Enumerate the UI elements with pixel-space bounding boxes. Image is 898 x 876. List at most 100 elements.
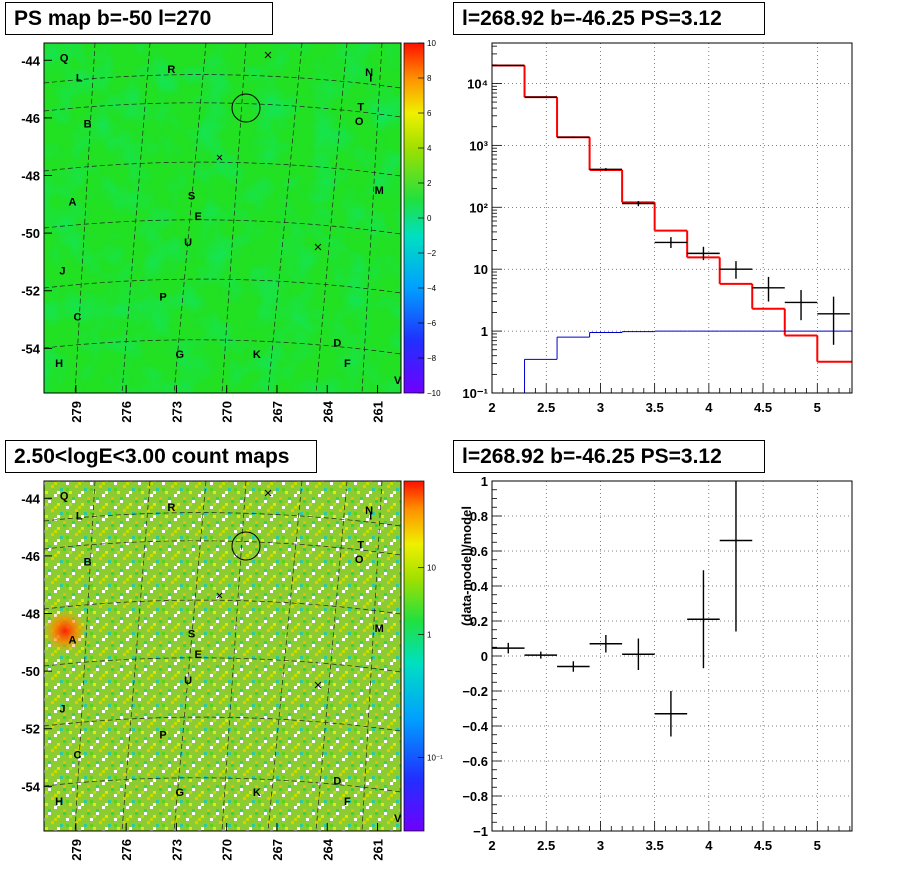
data-point bbox=[589, 168, 623, 171]
y-tick-label: 1 bbox=[481, 476, 488, 489]
y-tick-label: 0.4 bbox=[470, 579, 489, 594]
count-map-title: 2.50<logE<3.00 count maps bbox=[5, 440, 317, 473]
lon-tick-label: 261 bbox=[371, 839, 386, 861]
lat-tick-label: -44 bbox=[21, 491, 41, 506]
ps-map-title: PS map b=-50 l=270 bbox=[5, 2, 273, 35]
y-tick-label: −1 bbox=[473, 824, 488, 839]
x-tick-label: 4.5 bbox=[754, 838, 772, 853]
y-tick-label: 0.8 bbox=[470, 509, 488, 524]
map-label-h: H bbox=[55, 796, 63, 808]
map-label-o: O bbox=[355, 554, 364, 566]
y-tick-label: 0.2 bbox=[470, 614, 488, 629]
map-label-e: E bbox=[195, 211, 202, 223]
lon-tick-label: 270 bbox=[220, 401, 235, 423]
map-label-b: B bbox=[84, 557, 92, 569]
y-axis-label: (data-model)/model bbox=[459, 506, 474, 626]
data-point bbox=[557, 136, 590, 139]
data-point bbox=[687, 246, 720, 261]
x-tick-label: 5 bbox=[814, 838, 821, 853]
data-point bbox=[524, 96, 558, 98]
ps-map-markers bbox=[216, 51, 322, 251]
x-tick-label: 3 bbox=[597, 400, 604, 415]
colorbar-tick-label: −10 bbox=[427, 389, 441, 398]
x-tick-label: 2 bbox=[488, 400, 495, 415]
y-tick-label: 0.6 bbox=[470, 544, 488, 559]
y-tick-label: 1 bbox=[481, 324, 488, 339]
map-label-k: K bbox=[253, 349, 261, 361]
ps-map-graticule bbox=[43, 42, 402, 394]
map-label-u: U bbox=[184, 237, 192, 249]
map-label-f: F bbox=[344, 796, 351, 808]
x-tick-label: 4 bbox=[705, 838, 713, 853]
data-point bbox=[719, 261, 753, 279]
map-label-l: L bbox=[76, 511, 83, 523]
count-map-colorbar bbox=[403, 480, 425, 832]
map-label-e: E bbox=[195, 649, 202, 661]
lat-tick-label: -50 bbox=[21, 664, 40, 679]
lon-tick-label: 264 bbox=[320, 400, 335, 422]
y-tick-label: 10⁻¹ bbox=[462, 386, 488, 401]
map-label-c: C bbox=[74, 750, 82, 762]
spectrum-chart: 2 2.5 3 3.5 4 4.5 5 10⁻¹ 1 10 10² 10³ 10⁴ bbox=[462, 42, 853, 415]
lon-tick-label: 273 bbox=[169, 839, 184, 861]
lat-tick-label: -50 bbox=[21, 226, 40, 241]
map-label-t: T bbox=[357, 539, 364, 551]
data-point bbox=[622, 201, 655, 207]
plot-frame bbox=[491, 480, 853, 832]
map-label-i: I bbox=[369, 511, 372, 523]
map-label-u: U bbox=[184, 675, 192, 687]
colorbar-tick-label: 2 bbox=[427, 179, 432, 188]
data-point bbox=[817, 296, 850, 345]
y-tick-label: −0.4 bbox=[462, 719, 488, 734]
map-label-q: Q bbox=[60, 490, 69, 502]
y-tick-label: −0.6 bbox=[462, 754, 488, 769]
colorbar-tick-label: −2 bbox=[427, 249, 437, 258]
map-label-j: J bbox=[59, 704, 65, 716]
lat-tick-label: -54 bbox=[21, 341, 41, 356]
colorbar-tick-label: 8 bbox=[427, 74, 432, 83]
lon-tick-label: 273 bbox=[169, 401, 184, 423]
map-label-b: B bbox=[84, 119, 92, 131]
colorbar-tick-label: −8 bbox=[427, 354, 437, 363]
lat-tick-label: -48 bbox=[21, 169, 40, 184]
model-step-series-1 bbox=[492, 330, 852, 393]
map-label-r: R bbox=[167, 502, 175, 514]
data-point bbox=[524, 651, 558, 659]
data-points-series-0 bbox=[492, 481, 753, 737]
lon-tick-label: 261 bbox=[371, 401, 386, 423]
colorbar-tick-label: −4 bbox=[427, 284, 437, 293]
x-tick-label: 4 bbox=[705, 400, 713, 415]
map-label-t: T bbox=[357, 101, 364, 113]
map-label-r: R bbox=[167, 64, 175, 76]
count-location-circle bbox=[231, 531, 261, 561]
x-tick-label: 5 bbox=[814, 400, 821, 415]
data-point bbox=[719, 481, 753, 632]
map-label-g: G bbox=[175, 349, 184, 361]
colorbar-tick-label: 6 bbox=[427, 109, 432, 118]
y-tick-label: 10² bbox=[469, 200, 488, 215]
x-tick-label: 3 bbox=[597, 838, 604, 853]
data-point bbox=[654, 237, 688, 248]
lon-tick-label: 267 bbox=[270, 839, 285, 861]
lat-tick-label: -46 bbox=[21, 111, 40, 126]
map-label-m: M bbox=[375, 623, 384, 635]
count-map-markers bbox=[216, 489, 322, 689]
data-point bbox=[752, 276, 785, 302]
colorbar-tick-label: 1 bbox=[427, 631, 432, 640]
plot-frame bbox=[491, 42, 853, 394]
lon-tick-label: 267 bbox=[270, 401, 285, 423]
lon-tick-label: 279 bbox=[69, 401, 84, 423]
map-label-c: C bbox=[74, 312, 82, 324]
map-label-p: P bbox=[159, 291, 166, 303]
lat-tick-label: -52 bbox=[21, 284, 40, 299]
colorbar-tick-label: 10⁻¹ bbox=[427, 753, 443, 762]
lat-tick-label: -48 bbox=[21, 607, 40, 622]
colorbar-tick-label: 10 bbox=[427, 39, 436, 48]
data-point bbox=[784, 290, 818, 321]
map-label-h: H bbox=[55, 358, 63, 370]
residual-title: l=268.92 b=-46.25 PS=3.12 bbox=[453, 440, 765, 473]
lon-tick-label: 279 bbox=[69, 839, 84, 861]
ps-location-circle bbox=[231, 93, 261, 123]
ps-map-panel: QL R NI TO B M A SE U J P C D G K F H V -44 -46 -48 -50 -52 -5… bbox=[21, 39, 441, 423]
map-label-a: A bbox=[69, 634, 77, 646]
